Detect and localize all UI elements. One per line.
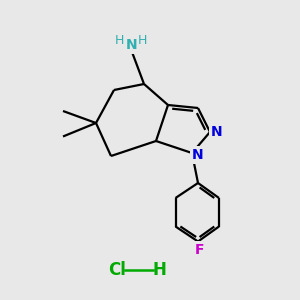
- Text: F: F: [195, 243, 204, 257]
- Text: H: H: [138, 34, 147, 47]
- Text: N: N: [125, 38, 137, 52]
- Text: H: H: [152, 261, 166, 279]
- Text: Cl: Cl: [108, 261, 126, 279]
- Text: H: H: [114, 34, 124, 47]
- Text: N: N: [192, 148, 203, 162]
- Text: N: N: [211, 125, 222, 139]
